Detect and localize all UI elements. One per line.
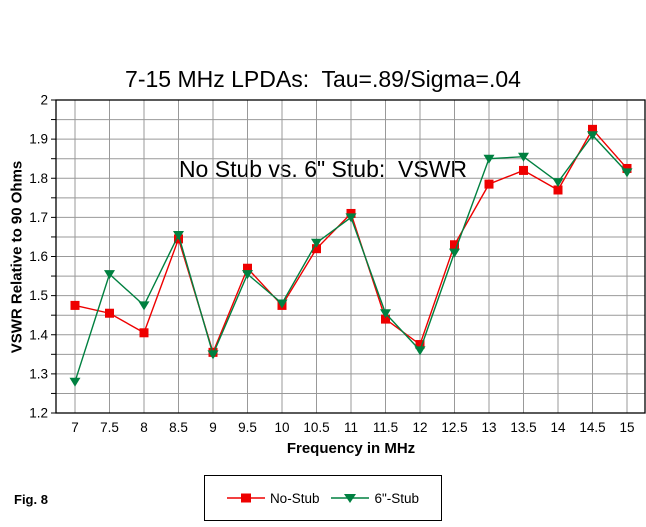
data-point-square xyxy=(381,314,390,324)
x-tick-label: 10.5 xyxy=(303,420,329,435)
data-point-triangle xyxy=(345,213,357,223)
y-tick-label: 1.4 xyxy=(29,327,48,342)
legend-label-no-stub: No-Stub xyxy=(269,490,320,506)
data-point-triangle xyxy=(242,270,253,280)
figure-number-label: Fig. 8 xyxy=(14,492,48,507)
x-axis-title: Frequency in MHz xyxy=(286,440,416,457)
chart-title-line2: No Stub vs. 6" Stub: VSWR xyxy=(178,156,468,182)
y-tick-label: 1.2 xyxy=(29,406,48,421)
no-stub-marker-icon xyxy=(226,493,265,503)
y-tick-label: 1.5 xyxy=(29,288,48,303)
plot-area: 2 1.9 1.8 1.7 1.6 1.5 1.4 1.3 1.2 7 7.5 8 8.5 9 9.5 10 1… xyxy=(29,93,646,435)
x-tick-label: 12.5 xyxy=(441,420,467,435)
legend-label-stub: 6"-Stub xyxy=(374,490,420,506)
data-point-triangle xyxy=(449,248,460,258)
x-tick-label: 12 xyxy=(412,420,427,435)
data-point-square xyxy=(484,179,494,189)
y-tick-label: 1.9 xyxy=(29,132,48,147)
data-point-triangle xyxy=(311,238,322,248)
data-point-triangle xyxy=(552,178,564,188)
x-tick-label: 14.5 xyxy=(579,420,605,435)
data-point-square xyxy=(519,165,528,175)
x-tick-label: 11 xyxy=(344,420,358,435)
chart-title: 7-15 MHz LPDAs: Tau=.89/Sigma=.04 No Stu… xyxy=(0,4,646,244)
y-axis-title: VSWR Relative to 90 Ohms xyxy=(8,160,26,354)
x-tick-label: 14 xyxy=(550,420,566,435)
data-point-triangle xyxy=(138,301,150,311)
data-point-square xyxy=(450,240,459,250)
data-point-triangle xyxy=(414,346,426,356)
x-tick-label: 9.5 xyxy=(238,420,257,435)
data-point-triangle xyxy=(207,350,219,360)
data-point-square xyxy=(588,124,597,134)
legend: No-Stub 6"-Stub xyxy=(203,475,443,521)
x-tick-label: 7.5 xyxy=(100,420,119,435)
data-point-triangle xyxy=(518,152,529,162)
data-point-triangle xyxy=(69,377,81,387)
data-point-triangle xyxy=(173,230,184,240)
data-point-triangle xyxy=(621,168,633,178)
data-point-square xyxy=(139,328,149,338)
data-point-square xyxy=(415,340,425,350)
y-tick-label: 2 xyxy=(40,93,48,108)
x-tick-label: 7 xyxy=(71,420,79,435)
data-point-triangle xyxy=(276,299,288,309)
x-tick-label: 15 xyxy=(619,420,634,435)
y-tick-label: 1.6 xyxy=(29,249,48,264)
data-point-triangle xyxy=(587,131,598,141)
y-tick-label: 1.7 xyxy=(29,210,48,225)
y-tick-label: 1.8 xyxy=(29,171,48,186)
x-tick-label: 11.5 xyxy=(373,420,398,435)
x-tick-label: 13 xyxy=(481,420,496,435)
x-tick-label: 10 xyxy=(274,420,289,435)
data-point-triangle xyxy=(104,270,115,280)
legend-item-no-stub: No-Stub xyxy=(226,490,320,506)
x-tick-label: 13.5 xyxy=(510,420,536,435)
data-point-triangle xyxy=(380,309,391,319)
y-tick-label: 1.3 xyxy=(29,366,48,381)
data-point-square xyxy=(243,263,252,273)
data-point-square xyxy=(70,300,80,310)
x-tick-label: 9 xyxy=(209,420,217,435)
data-point-triangle xyxy=(483,154,495,164)
data-point-square xyxy=(312,244,321,254)
x-tick-label: 8 xyxy=(140,420,148,435)
x-tick-label: 8.5 xyxy=(169,420,188,435)
legend-item-stub: 6"-Stub xyxy=(331,491,419,506)
data-point-square xyxy=(553,185,563,195)
stub-marker-icon xyxy=(331,494,370,503)
data-point-square xyxy=(105,308,114,318)
chart-title-line1: 7-15 MHz LPDAs: Tau=.89/Sigma=.04 xyxy=(125,66,521,92)
